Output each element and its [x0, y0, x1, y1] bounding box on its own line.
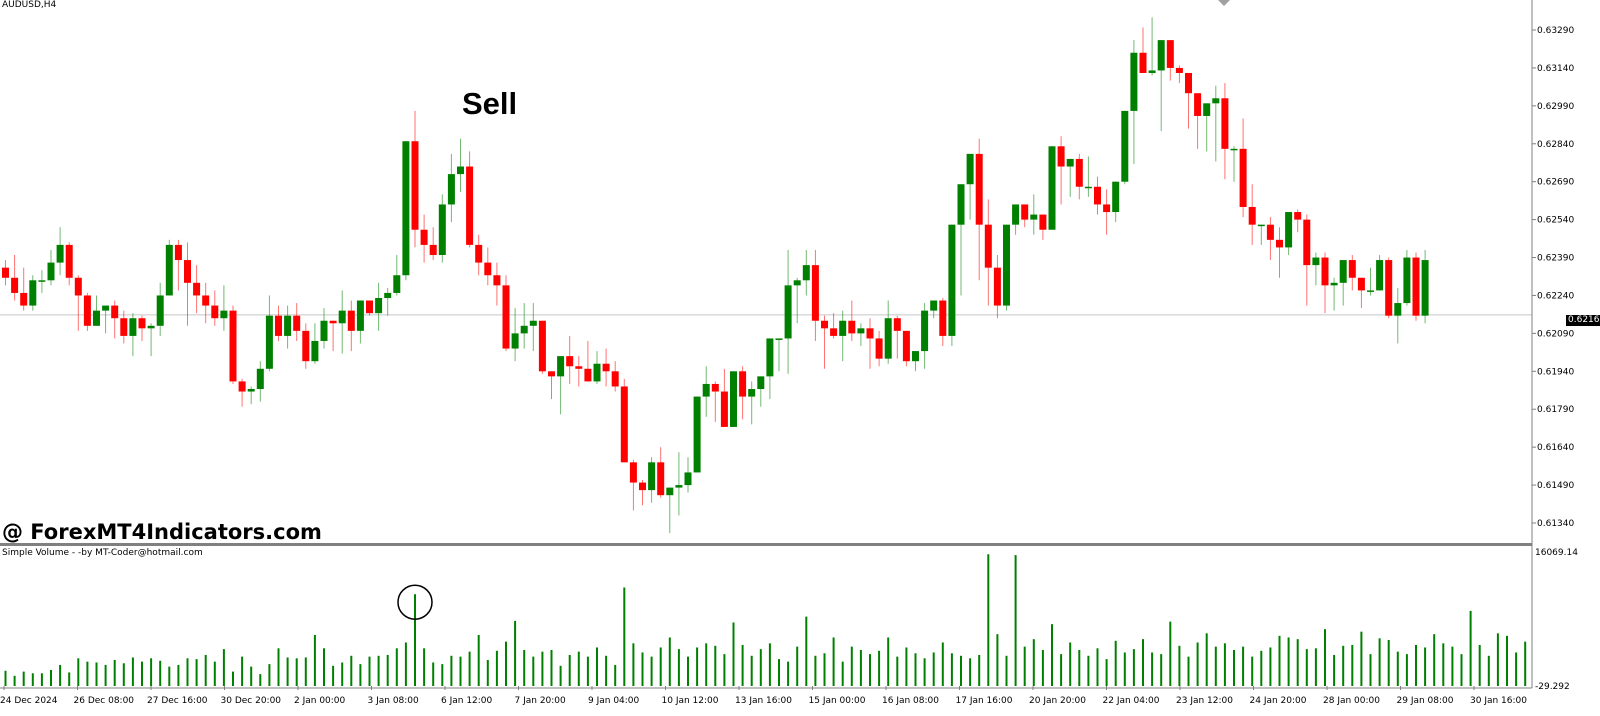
price-tick-label: 0.62990: [1537, 102, 1574, 112]
price-tick-label: 0.62240: [1537, 291, 1574, 301]
time-tick-label: 15 Jan 00:00: [809, 696, 866, 706]
watermark-text: @ ForexMT4Indicators.com: [2, 520, 322, 544]
price-tick-label: 0.62690: [1537, 178, 1574, 188]
time-tick-label: 6 Jan 12:00: [441, 696, 493, 706]
price-tick-label: 0.62390: [1537, 254, 1574, 264]
time-tick-label: 23 Jan 12:00: [1176, 696, 1233, 706]
chart-frames: [0, 0, 1533, 689]
time-tick-label: 17 Jan 16:00: [956, 696, 1013, 706]
price-tick-label: 0.63140: [1537, 64, 1574, 74]
time-axis: 24 Dec 2024 26 Dec 08:00 27 Dec 16:00 30 De…: [0, 686, 1527, 706]
price-tick-label: 0.61940: [1537, 367, 1574, 377]
volume-tick-label: -29.292: [1535, 682, 1570, 692]
symbol-timeframe-label: AUDUSD,H4: [2, 0, 57, 10]
time-tick-label: 16 Jan 08:00: [882, 696, 939, 706]
price-tick-label: 0.61490: [1537, 481, 1574, 491]
price-tick-label: 0.63290: [1537, 26, 1574, 36]
price-tick-label: 0.62840: [1537, 140, 1574, 150]
price-tick-label: 0.61340: [1537, 519, 1574, 529]
candlestick-series: [2, 17, 1429, 534]
time-tick-label: 24 Jan 20:00: [1250, 696, 1307, 706]
time-tick-label: 20 Jan 20:00: [1029, 696, 1086, 706]
time-tick-label: 9 Jan 04:00: [588, 696, 640, 706]
price-tick-label: 0.62090: [1537, 329, 1574, 339]
volume-axis: 16069.14 -29.292: [1535, 548, 1578, 692]
time-tick-label: 2 Jan 00:00: [294, 696, 346, 706]
time-tick-label: 28 Jan 00:00: [1323, 696, 1380, 706]
volume-series: [4, 554, 1527, 686]
time-tick-label: 7 Jan 20:00: [515, 696, 567, 706]
time-tick-label: 24 Dec 2024: [0, 696, 58, 706]
volume-tick-label: 16069.14: [1535, 548, 1578, 558]
price-axis: 0.63290 0.63140 0.62990 0.62840 0.62690 0.625…: [1532, 26, 1574, 529]
indicator-name-label: Simple Volume - -by MT-Coder@hotmail.com: [2, 548, 203, 558]
sell-signal-label: Sell: [462, 86, 518, 121]
time-tick-label: 10 Jan 12:00: [662, 696, 719, 706]
time-tick-label: 30 Dec 20:00: [221, 696, 282, 706]
time-tick-label: 27 Dec 16:00: [147, 696, 208, 706]
current-price-tag: 0.62163: [1566, 315, 1600, 326]
time-tick-label: 26 Dec 08:00: [74, 696, 135, 706]
time-tick-label: 22 Jan 04:00: [1103, 696, 1160, 706]
time-tick-label: 3 Jan 08:00: [368, 696, 420, 706]
price-tick-label: 0.61640: [1537, 443, 1574, 453]
price-tick-label: 0.62540: [1537, 216, 1574, 226]
time-tick-label: 29 Jan 08:00: [1397, 696, 1454, 706]
time-tick-label: 13 Jan 16:00: [735, 696, 792, 706]
time-tick-label: 30 Jan 16:00: [1470, 696, 1527, 706]
volume-spike-highlight: [397, 584, 433, 620]
price-tick-label: 0.61790: [1537, 405, 1574, 415]
